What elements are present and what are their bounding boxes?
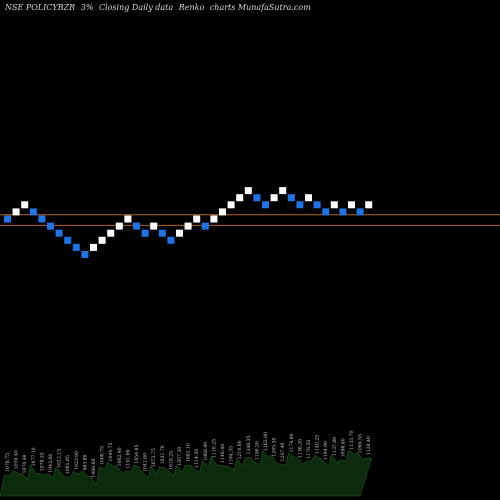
brick-value-label: 1043.00 [48,454,54,473]
renko-brick-up [244,187,252,195]
renko-brick-down [47,222,54,230]
brick-value-label: 1018.25 [168,451,174,470]
renko-brick-up [330,201,338,209]
renko-brick-up [21,201,29,209]
renko-brick-up [98,236,106,244]
renko-brick-up [184,222,192,230]
renko-brick-down [262,201,269,209]
renko-brick-down [133,222,140,230]
volume-panel [0,450,373,497]
renko-brick-down [322,208,330,216]
header-site: charts MunafaSutra.com [210,3,311,12]
brick-value-label: 1136.20 [297,439,303,458]
brick-value-label: 1190.20 [254,441,260,460]
brick-value-label: 983.80 [82,454,88,470]
renko-brick-down [141,229,149,237]
renko-brick-down [253,194,261,202]
brick-value-label: 1184.35 [229,446,235,465]
brick-value-label: 1072.75 [151,448,157,467]
brick-value-label: 1140.25 [315,435,321,454]
brick-value-label: 1039.40 [14,450,20,469]
brick-value-label: 1023.00 [74,451,80,470]
volume-labels: 1076.75 1039.40 1070.40 1077.10 1078.25 1043.… [5,431,372,478]
brick-value-label: 1031.70 [160,445,166,464]
brick-value-label: 1247.40 [280,442,286,461]
renko-brick-down [296,201,304,209]
renko-brick-down [29,208,37,216]
renko-brick-down [339,208,347,216]
renko-bricks [4,187,373,258]
renko-brick-up [176,229,183,237]
reference-lines [0,214,500,226]
brick-value-label: 1061.85 [65,455,71,474]
renko-brick-down [64,236,72,244]
brick-value-label: 1096.40 [340,438,346,457]
brick-value-label: 1054.85 [134,445,140,464]
renko-brick-up [107,229,115,237]
brick-value-label: 1210.60 [237,440,243,459]
brick-value-label: 1082.10 [186,443,192,462]
brick-value-label: 1076.75 [5,453,11,472]
brick-value-label: 1128.40 [366,436,372,455]
renko-brick-up [193,215,201,223]
brick-value-label: 1205.30 [272,438,278,457]
brick-value-label: 1012.15 [57,449,63,468]
brick-value-label: 1114.50 [194,449,200,468]
brick-value-label: 1000.75 [100,446,106,465]
brick-value-label: 1078.25 [39,452,45,471]
renko-brick-down [158,229,166,237]
brick-value-label: 1044.75 [108,442,114,461]
renko-brick-up [365,201,373,209]
header-mode: Closing Daily data [99,3,173,12]
renko-brick-up [279,187,287,195]
brick-value-label: 1146.40 [220,444,226,463]
renko-brick-up [210,215,218,223]
brick-value-label: 1110.25 [211,439,217,458]
brick-value-label: 1137.80 [332,437,338,456]
brick-value-label: 1248.35 [246,435,252,454]
brick-value-label: 1070.40 [22,454,28,473]
brick-value-label: 1062.40 [117,447,123,466]
renko-brick-up [236,194,244,202]
brick-value-label: 1101.00 [125,449,131,468]
brick-value-label: 1162.80 [263,432,269,451]
renko-brick-down [356,208,364,216]
renko-brick-down [81,251,89,258]
header-chart-kind: Renko [178,3,205,12]
renko-brick-up [12,208,20,216]
header-symbol: NSE POLICYBZR [4,3,75,12]
brick-value-label: 1133.70 [349,431,355,450]
brick-value-label: 1041.60 [143,453,149,472]
renko-brick-up [270,194,278,202]
brick-value-label: 1077.10 [31,447,37,466]
renko-brick-up [150,222,158,230]
renko-brick-up [348,201,355,209]
volume-area [0,450,373,497]
brick-value-label: 1176.35 [306,440,312,459]
brick-value-label: 1174.80 [289,433,295,452]
renko-brick-up [305,194,312,202]
renko-brick-up [124,215,132,223]
brick-value-label: 1094.55 [358,434,364,453]
renko-brick-up [90,243,97,251]
renko-brick-up [227,201,235,209]
chart-header: NSE POLICYBZR 3% Closing Daily data Renk… [4,3,311,12]
brick-value-label: 1057.30 [177,447,183,466]
brick-value-label: 1068.80 [203,442,209,461]
renko-brick-up [219,208,226,216]
renko-brick-down [201,222,209,230]
renko-brick-down [167,236,175,244]
renko-brick-down [313,201,321,209]
renko-brick-down [287,194,295,202]
brick-value-label: 1104.90 [323,441,329,460]
renko-brick-up [115,222,123,230]
renko-brick-down [38,215,46,223]
renko-brick-down [55,229,63,237]
header-box-size: 3% [81,3,94,12]
renko-brick-down [72,243,80,251]
brick-value-label: 1008.60 [91,459,97,478]
renko-brick-down [4,215,11,223]
